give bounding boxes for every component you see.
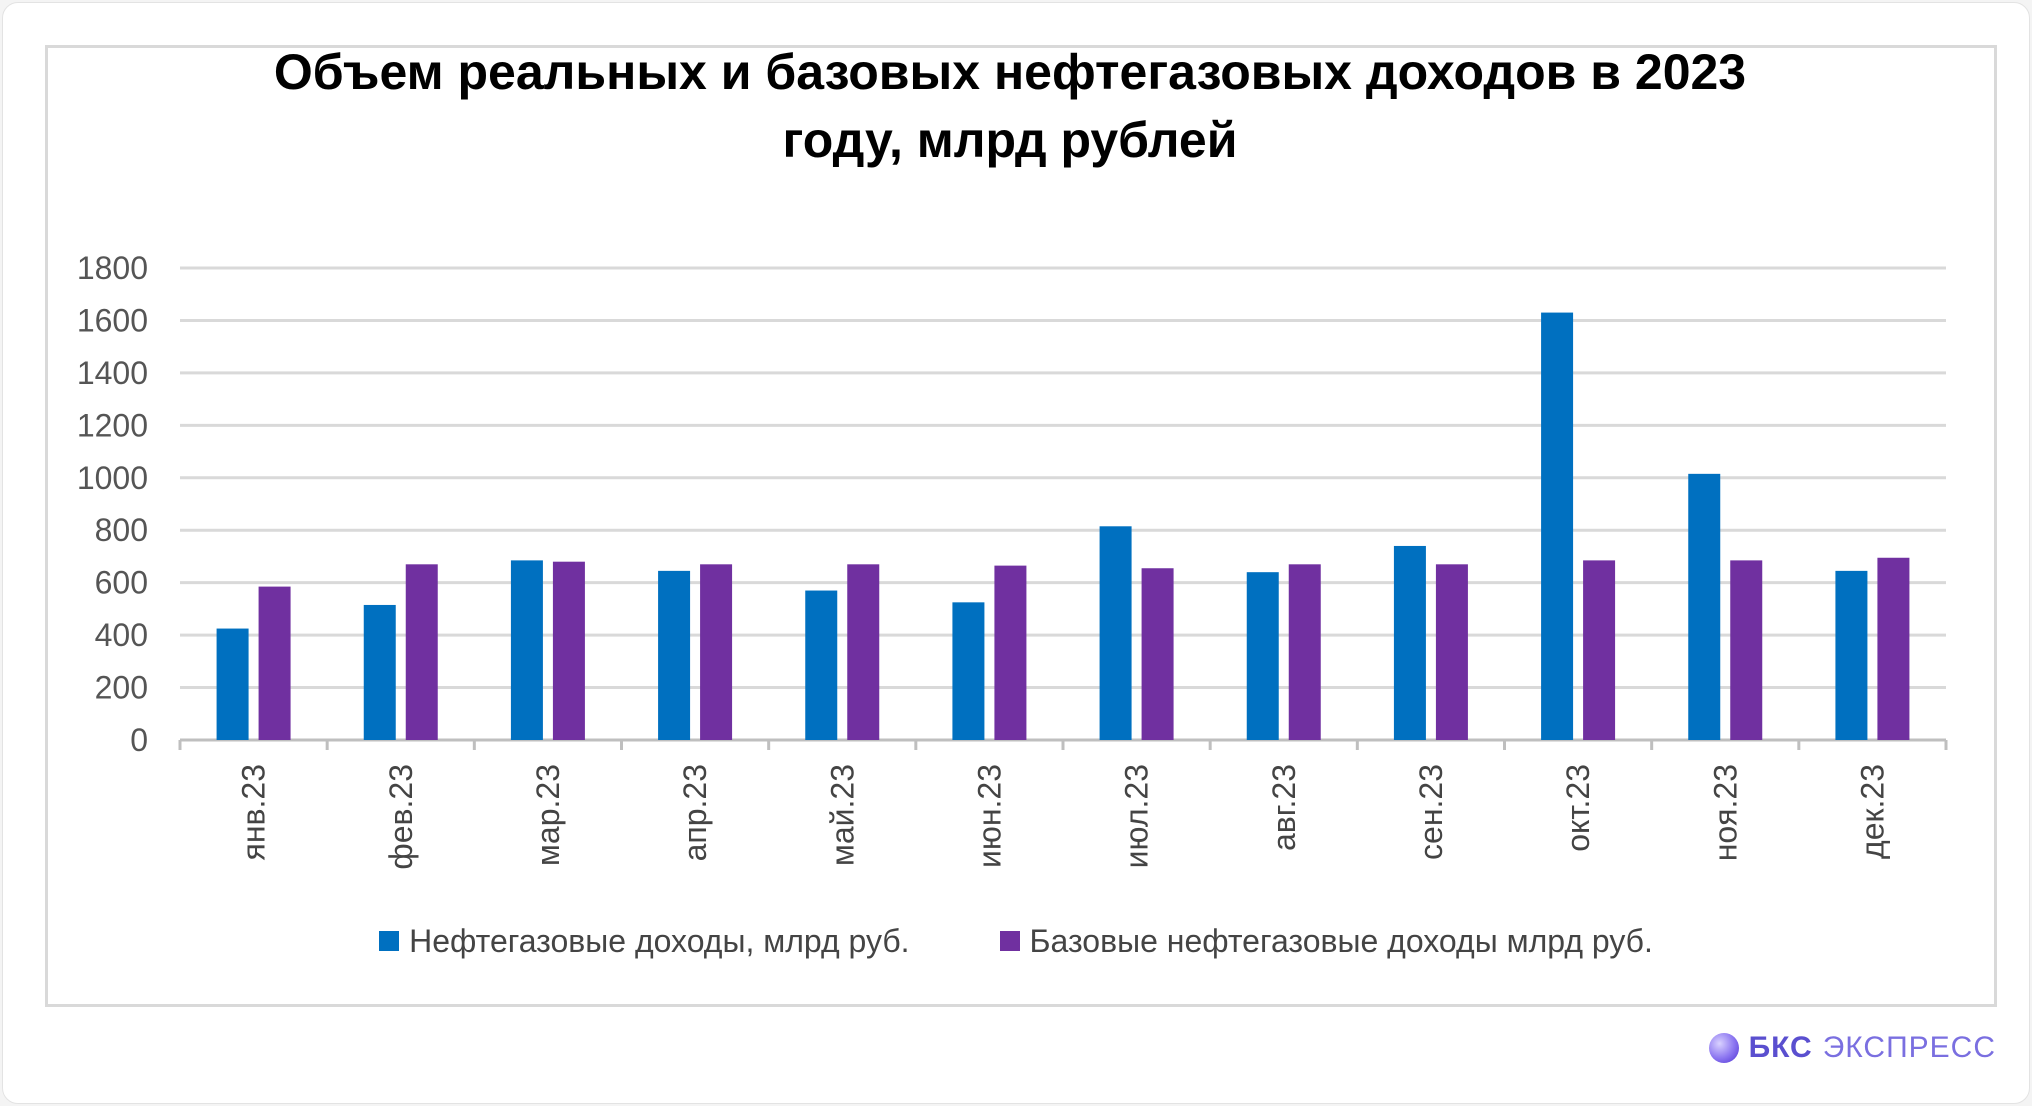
bar-oil-gas-6 xyxy=(1099,526,1132,740)
bar-base-oil-gas-6 xyxy=(1141,568,1174,740)
y-tick-label-1800: 1800 xyxy=(77,250,148,286)
y-tick-label-1000: 1000 xyxy=(77,460,148,496)
bar-oil-gas-11 xyxy=(1835,570,1868,740)
bar-base-oil-gas-11 xyxy=(1877,557,1910,740)
legend-item-oil-gas-revenue: Нефтегазовые доходы, млрд руб. xyxy=(379,922,910,960)
bar-oil-gas-7 xyxy=(1246,572,1279,740)
x-tick-label-5: июн.23 xyxy=(971,764,1007,868)
bar-oil-gas-0 xyxy=(216,628,249,740)
y-tick-label-1400: 1400 xyxy=(77,355,148,391)
bar-base-oil-gas-0 xyxy=(258,586,291,740)
chart-legend: Нефтегазовые доходы, млрд руб. Базовые н… xyxy=(0,916,2032,966)
bar-base-oil-gas-7 xyxy=(1288,564,1321,740)
x-tick-label-10: ноя.23 xyxy=(1707,764,1743,861)
bar-oil-gas-10 xyxy=(1688,473,1721,740)
bar-oil-gas-8 xyxy=(1393,545,1426,740)
legend-label-oil-gas-revenue: Нефтегазовые доходы, млрд руб. xyxy=(409,922,910,959)
bar-oil-gas-4 xyxy=(805,590,838,740)
bar-base-oil-gas-9 xyxy=(1583,560,1616,740)
x-tick-label-8: сен.23 xyxy=(1413,764,1449,860)
x-tick-label-4: май.23 xyxy=(824,764,860,866)
brand-sphere-icon xyxy=(1708,1033,1739,1063)
chart-title-line-1: Объем реальных и базовых нефтегазовых до… xyxy=(273,44,1747,100)
y-tick-label-400: 400 xyxy=(95,617,148,653)
x-tick-label-6: июл.23 xyxy=(1119,764,1155,868)
bar-base-oil-gas-3 xyxy=(700,564,733,740)
bar-base-oil-gas-1 xyxy=(405,564,438,740)
x-tick-label-7: авг.23 xyxy=(1266,764,1302,851)
legend-label-base-oil-gas-revenue: Базовые нефтегазовые доходы млрд руб. xyxy=(1029,922,1653,959)
chart-title: Объем реальных и базовых нефтегазовых до… xyxy=(250,38,1770,174)
bar-oil-gas-1 xyxy=(363,604,396,740)
bar-base-oil-gas-10 xyxy=(1730,560,1763,740)
bar-base-oil-gas-5 xyxy=(994,565,1027,740)
x-tick-label-2: мар.23 xyxy=(530,764,566,866)
legend-item-base-oil-gas-revenue: Базовые нефтегазовые доходы млрд руб. xyxy=(999,922,1653,960)
bar-oil-gas-9 xyxy=(1541,312,1574,740)
y-tick-label-1600: 1600 xyxy=(77,302,148,338)
brand-name: БКС xyxy=(1748,1031,1813,1064)
chart-title-line-2: году, млрд рублей xyxy=(782,112,1238,168)
y-tick-label-1200: 1200 xyxy=(77,407,148,443)
x-tick-label-0: янв.23 xyxy=(236,764,272,860)
legend-swatch-base-oil-gas-revenue xyxy=(999,931,1020,951)
x-tick-label-3: апр.23 xyxy=(677,764,713,861)
brand-logo: БКС ЭКСПРЕСС xyxy=(1708,1028,1996,1068)
legend-swatch-oil-gas-revenue xyxy=(379,931,400,951)
y-tick-label-0: 0 xyxy=(130,722,148,758)
bar-base-oil-gas-2 xyxy=(552,561,585,740)
y-tick-label-600: 600 xyxy=(95,565,148,601)
brand-sub: ЭКСПРЕСС xyxy=(1822,1031,1996,1064)
x-tick-label-9: окт.23 xyxy=(1560,764,1596,852)
bar-base-oil-gas-4 xyxy=(847,564,880,740)
y-tick-label-200: 200 xyxy=(95,670,148,706)
bar-oil-gas-3 xyxy=(658,570,691,740)
y-tick-label-800: 800 xyxy=(95,512,148,548)
bar-base-oil-gas-8 xyxy=(1435,564,1468,740)
bar-oil-gas-2 xyxy=(510,560,543,740)
bar-oil-gas-5 xyxy=(952,602,985,740)
x-tick-label-1: фев.23 xyxy=(383,764,419,870)
x-tick-label-11: дек.23 xyxy=(1854,764,1890,859)
chart-frame xyxy=(45,45,1997,1007)
